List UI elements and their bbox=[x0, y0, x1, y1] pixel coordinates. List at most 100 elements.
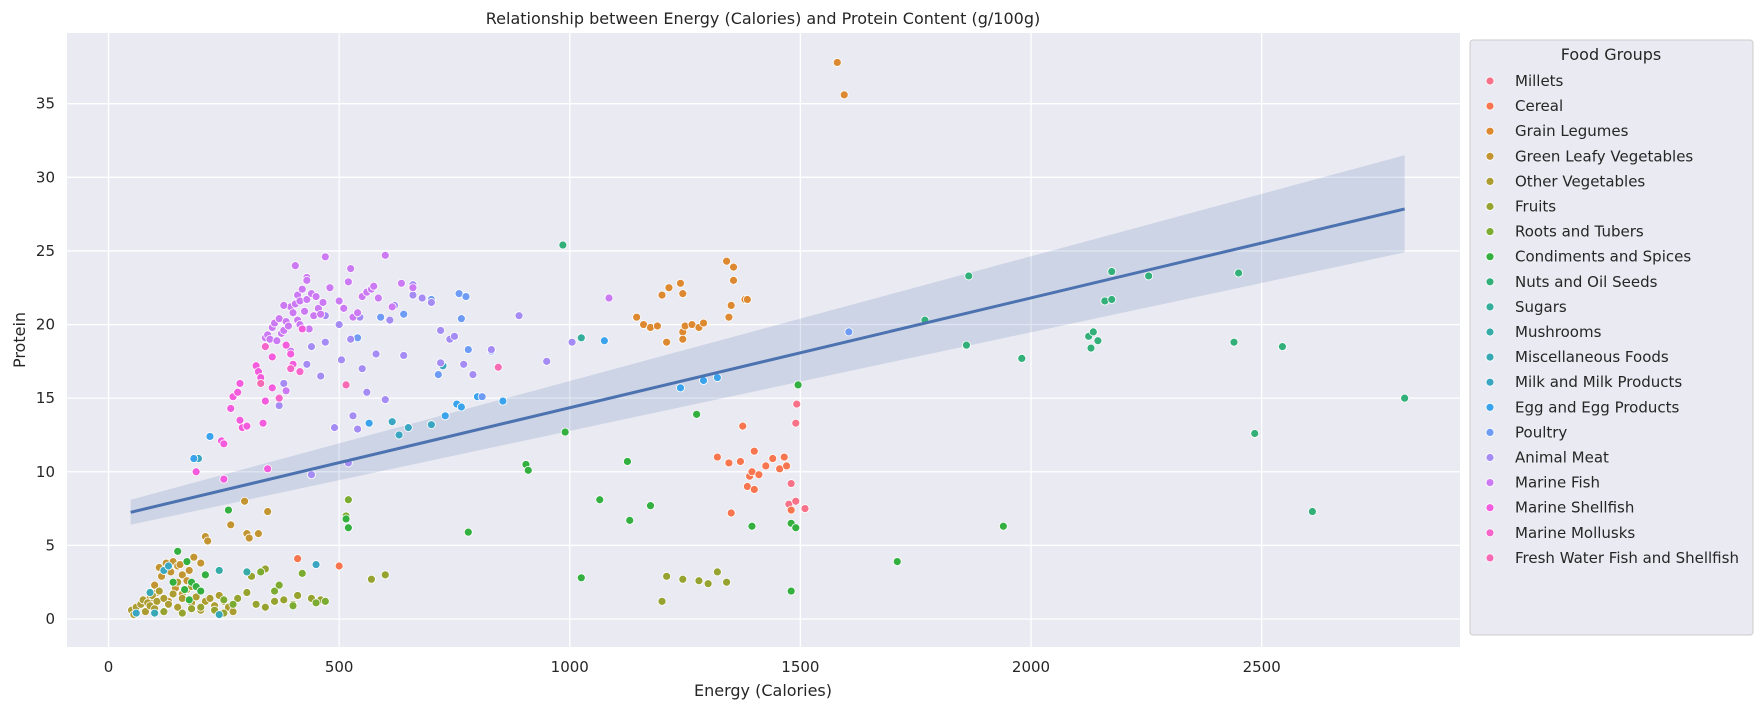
data-point bbox=[678, 334, 688, 344]
data-point bbox=[463, 345, 473, 354]
data-point bbox=[426, 420, 436, 430]
data-point bbox=[235, 415, 245, 425]
y-tick-label: 5 bbox=[45, 536, 55, 554]
data-point bbox=[279, 379, 289, 388]
data-point bbox=[468, 370, 478, 380]
data-point bbox=[678, 289, 688, 299]
data-point bbox=[196, 586, 206, 596]
data-point bbox=[387, 302, 397, 312]
data-point bbox=[302, 275, 312, 285]
legend-label: Sugars bbox=[1515, 298, 1567, 316]
data-point bbox=[242, 421, 252, 431]
data-point bbox=[316, 371, 326, 381]
data-point bbox=[450, 331, 459, 341]
data-point bbox=[726, 300, 736, 310]
legend-label: Condiments and Spices bbox=[1515, 248, 1691, 266]
data-point bbox=[337, 355, 346, 365]
data-point bbox=[786, 479, 796, 488]
data-point bbox=[791, 523, 801, 533]
data-point bbox=[168, 589, 178, 599]
data-point bbox=[793, 380, 803, 390]
data-point bbox=[279, 300, 289, 310]
data-point bbox=[219, 439, 229, 449]
y-tick-label: 15 bbox=[36, 389, 55, 407]
legend-label: Roots and Tubers bbox=[1515, 223, 1644, 241]
legend-label: Cereal bbox=[1515, 97, 1563, 115]
data-point bbox=[433, 370, 443, 380]
data-point bbox=[786, 586, 796, 596]
data-point bbox=[353, 308, 362, 318]
data-point bbox=[761, 461, 771, 471]
data-point bbox=[159, 607, 169, 617]
data-point bbox=[346, 334, 356, 344]
data-point bbox=[196, 558, 206, 568]
data-point bbox=[311, 560, 321, 569]
data-point bbox=[302, 295, 312, 304]
data-point bbox=[749, 446, 759, 456]
data-point bbox=[394, 430, 404, 440]
data-point bbox=[168, 577, 178, 587]
data-point bbox=[284, 321, 293, 331]
data-point bbox=[343, 277, 353, 287]
legend-title: Food Groups bbox=[1561, 45, 1662, 64]
legend-label: Egg and Egg Products bbox=[1515, 398, 1680, 416]
data-point bbox=[726, 508, 736, 518]
data-point bbox=[256, 379, 266, 388]
data-point bbox=[1144, 271, 1154, 281]
data-point bbox=[274, 580, 284, 590]
data-point bbox=[214, 566, 224, 575]
data-point bbox=[300, 306, 309, 316]
data-point bbox=[244, 533, 254, 543]
data-point bbox=[964, 271, 974, 281]
data-point bbox=[288, 308, 298, 318]
data-point bbox=[676, 278, 685, 288]
data-point bbox=[791, 496, 801, 506]
data-point bbox=[403, 423, 413, 433]
data-point bbox=[302, 359, 312, 369]
x-tick-label: 2500 bbox=[1243, 658, 1281, 676]
data-point bbox=[274, 401, 284, 410]
legend-marker bbox=[1485, 553, 1495, 563]
data-point bbox=[311, 292, 321, 301]
legend-label: Marine Mollusks bbox=[1515, 524, 1635, 542]
data-point bbox=[240, 496, 249, 506]
data-point bbox=[353, 424, 362, 434]
legend-marker bbox=[1485, 352, 1495, 362]
data-point bbox=[397, 278, 406, 288]
data-point bbox=[267, 352, 277, 362]
legend-marker bbox=[1485, 302, 1495, 312]
legend-label: Nuts and Oil Seeds bbox=[1515, 273, 1658, 291]
data-point bbox=[1107, 267, 1117, 276]
data-point bbox=[288, 601, 298, 611]
legend-marker bbox=[1485, 528, 1495, 538]
data-point bbox=[722, 577, 731, 587]
data-point bbox=[286, 364, 296, 374]
data-point bbox=[272, 336, 282, 346]
data-point bbox=[657, 596, 667, 606]
data-point bbox=[1229, 337, 1239, 347]
data-point bbox=[632, 312, 642, 322]
data-point bbox=[703, 579, 713, 589]
legend-label: Animal Meat bbox=[1515, 449, 1609, 467]
data-point bbox=[646, 501, 655, 511]
data-point bbox=[768, 454, 778, 463]
data-point bbox=[542, 356, 552, 366]
data-point bbox=[325, 283, 335, 293]
data-point bbox=[792, 399, 802, 409]
confidence-band bbox=[130, 155, 1405, 525]
data-point bbox=[260, 342, 270, 352]
y-tick-label: 0 bbox=[45, 610, 55, 628]
legend-label: Milk and Milk Products bbox=[1515, 373, 1682, 391]
data-point bbox=[440, 411, 450, 421]
legend-marker bbox=[1485, 202, 1495, 211]
data-point bbox=[436, 326, 446, 335]
legend-marker bbox=[1485, 227, 1495, 237]
legend-marker bbox=[1485, 176, 1495, 186]
data-point bbox=[576, 333, 586, 343]
legend-marker bbox=[1485, 402, 1495, 412]
data-point bbox=[712, 567, 722, 577]
data-point bbox=[399, 309, 409, 319]
data-point bbox=[1400, 393, 1410, 403]
data-point bbox=[844, 327, 854, 337]
legend-label: Mushrooms bbox=[1515, 323, 1602, 341]
